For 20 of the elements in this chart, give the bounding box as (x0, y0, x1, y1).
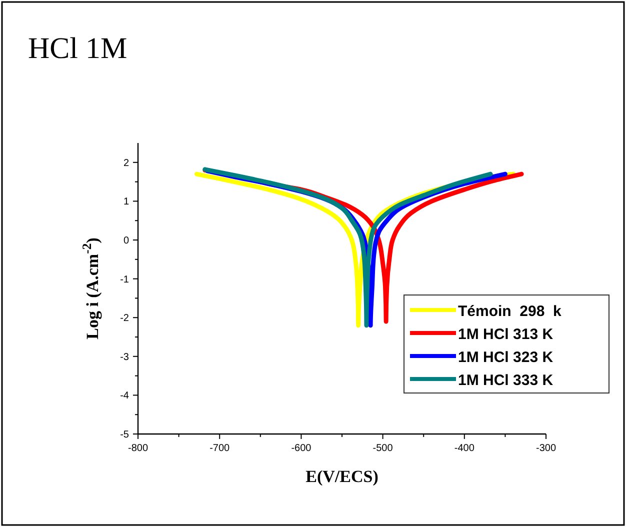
x-axis-title: E(V/ECS) (306, 467, 378, 486)
x-tick-label: -700 (210, 443, 230, 454)
x-tick-label: -800 (128, 443, 148, 454)
y-tick-label: -3 (120, 352, 130, 363)
legend-label: 1M HCl 323 K (458, 349, 554, 366)
x-tick-label: -500 (372, 443, 394, 454)
y-tick-label: -5 (120, 430, 130, 440)
y-tick-label: -4 (120, 390, 130, 402)
chart-title: HCl 1M (28, 32, 128, 65)
legend-label: Témoin 298 k (458, 303, 562, 320)
x-tick-label: -600 (291, 443, 312, 454)
y-tick-label: 0 (123, 236, 130, 246)
legend-label: 1M HCl 313 K (458, 326, 554, 343)
y-tick-label: -1 (120, 274, 130, 286)
y-tick-label: 1 (123, 196, 130, 208)
y-tick-label: -2 (120, 313, 130, 324)
y-tick-label: 2 (123, 158, 130, 169)
x-tick-label: -300 (536, 443, 556, 454)
legend-label: 1M HCl 333 K (458, 372, 554, 389)
x-tick-label: -400 (454, 443, 475, 454)
